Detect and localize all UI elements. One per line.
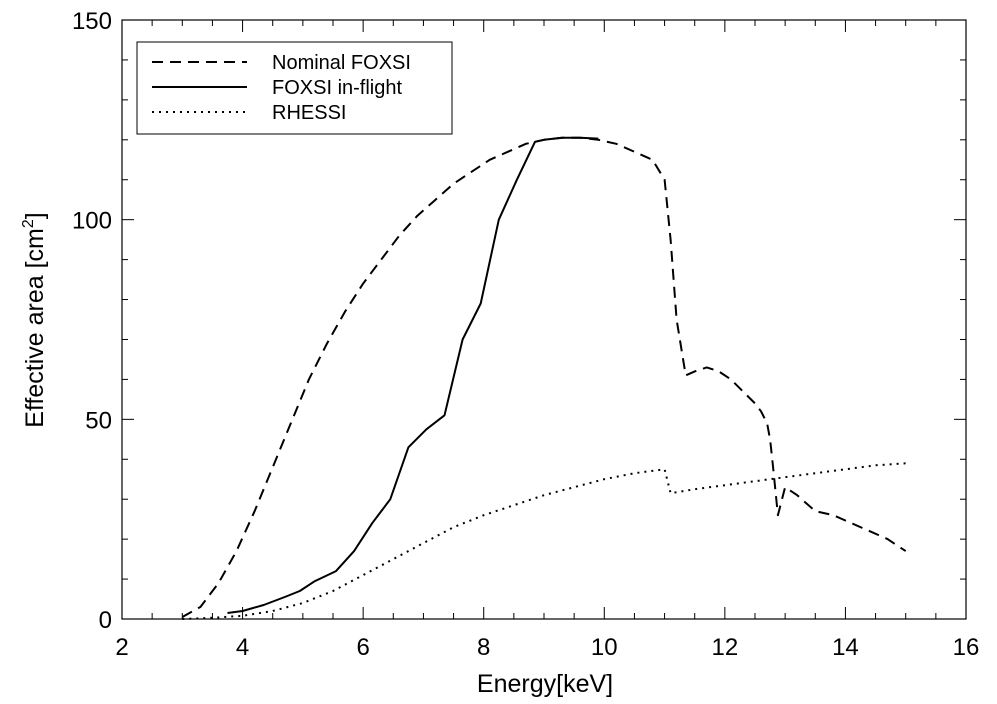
y-axis-title-sup: 2 — [20, 219, 37, 228]
legend: Nominal FOXSI FOXSI in-flight RHESSI — [136, 41, 453, 135]
legend-label: Nominal FOXSI — [272, 52, 411, 74]
series-line-nominal-foxsi — [181, 136, 907, 618]
x-tick-label: 6 — [356, 634, 369, 661]
series-lines — [181, 136, 907, 620]
legend-label: RHESSI — [272, 102, 346, 124]
x-axis-title: Energy[keV] — [477, 670, 613, 698]
x-tick-label: 10 — [591, 634, 618, 661]
x-tick-label: 8 — [477, 634, 490, 661]
y-tick-label: 0 — [99, 607, 112, 634]
y-axis-title: Effective area [cm2] — [20, 212, 49, 427]
y-axis-title-close: ] — [21, 212, 49, 219]
y-tick-label: 100 — [72, 208, 112, 235]
x-tick-label: 4 — [236, 634, 249, 661]
tick-labels: 2 4 6 8 10 12 14 16 0 50 100 150 — [72, 8, 979, 661]
x-tick-label: 16 — [953, 634, 980, 661]
series-line-rhessi — [182, 462, 906, 620]
x-tick-label: 12 — [712, 634, 739, 661]
x-tick-label: 14 — [832, 634, 859, 661]
x-tick-label: 2 — [115, 634, 128, 661]
y-tick-label: 50 — [85, 407, 112, 434]
series-line-foxsi-in-flight — [227, 136, 599, 614]
legend-label: FOXSI in-flight — [272, 77, 402, 99]
y-axis-title-main: Effective area [cm — [21, 228, 49, 428]
y-tick-label: 150 — [72, 8, 112, 35]
axis-ticks — [121, 19, 967, 620]
